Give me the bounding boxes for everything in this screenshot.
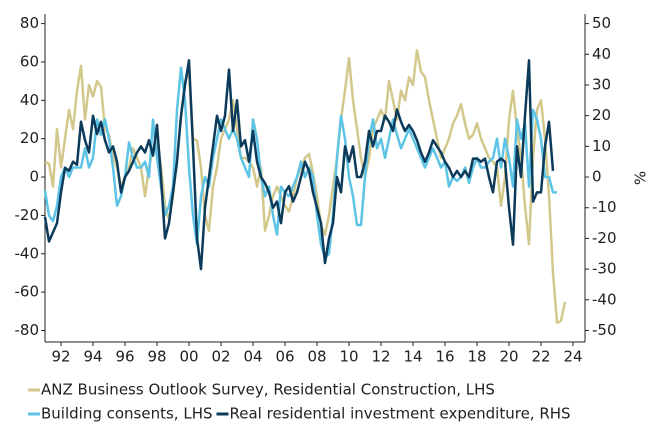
y-tick-label: 0 (29, 168, 39, 186)
series-line (43, 59, 555, 271)
y-tick-label: 40 (20, 91, 39, 109)
y2-tick-label: 50 (592, 14, 611, 32)
legend-label: Real residential investment expenditure,… (230, 405, 571, 423)
x-tick-label: 08 (307, 348, 326, 366)
y2-tick-label: -30 (592, 260, 617, 278)
y-tick-label: -40 (15, 244, 40, 262)
x-tick-label: 96 (115, 348, 134, 366)
y2-axis-label: % (632, 171, 650, 185)
y2-tick-label: 30 (592, 75, 611, 93)
x-tick-label: 24 (563, 348, 582, 366)
x-tick-label: 20 (499, 348, 518, 366)
x-tick-label: 92 (51, 348, 70, 366)
y2-tick-label: -50 (592, 321, 617, 339)
x-tick-label: 04 (243, 348, 262, 366)
x-tick-label: 14 (403, 348, 422, 366)
series-line (43, 66, 557, 259)
x-tick-label: 22 (531, 348, 550, 366)
y2-tick-label: 10 (592, 137, 611, 155)
legend-label: Building consents, LHS (41, 405, 213, 423)
x-tick-label: 16 (435, 348, 454, 366)
x-tick-label: 94 (83, 348, 102, 366)
y2-tick-label: 40 (592, 45, 611, 63)
y2-tick-label: 20 (592, 106, 611, 124)
legend-label: ANZ Business Outlook Survey, Residential… (41, 381, 495, 399)
x-tick-label: 18 (467, 348, 486, 366)
y2-tick-label: -40 (592, 290, 617, 308)
x-tick-label: 98 (147, 348, 166, 366)
y2-tick-label: 0 (592, 168, 602, 186)
y-tick-label: -20 (15, 206, 40, 224)
x-tick-label: 12 (371, 348, 390, 366)
y-tick-label: -60 (15, 283, 40, 301)
x-tick-label: 06 (275, 348, 294, 366)
y-tick-label: -80 (15, 321, 40, 339)
y-tick-label: 20 (20, 129, 39, 147)
y-tick-label: 80 (20, 14, 39, 32)
x-tick-label: 02 (211, 348, 230, 366)
y2-tick-label: -10 (592, 198, 617, 216)
x-tick-label: 00 (179, 348, 198, 366)
y2-tick-label: -20 (592, 229, 617, 247)
y-tick-label: 60 (20, 52, 39, 70)
x-tick-label: 10 (339, 348, 358, 366)
